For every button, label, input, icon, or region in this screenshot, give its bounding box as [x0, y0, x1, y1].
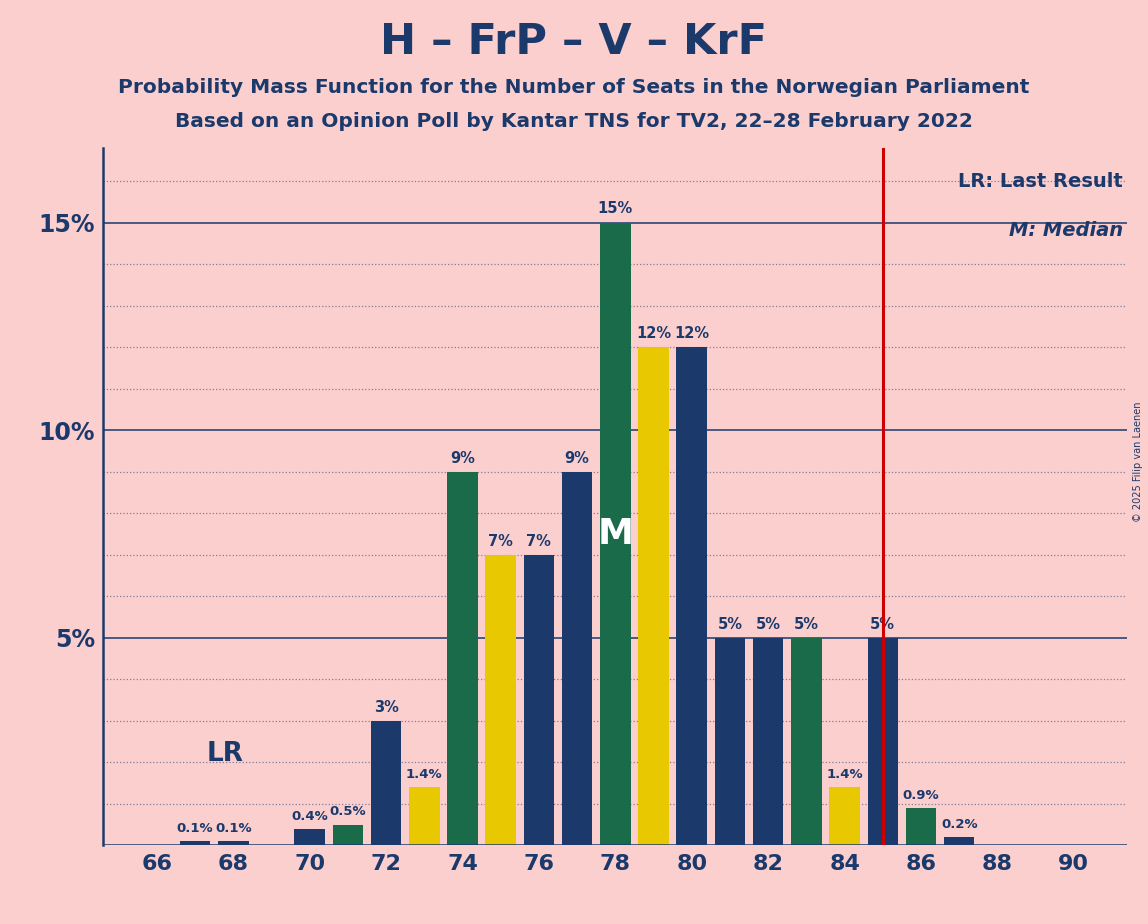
Bar — [791, 638, 822, 845]
Bar — [600, 223, 630, 845]
Bar — [218, 842, 248, 845]
Text: 12%: 12% — [636, 326, 672, 341]
Text: 1.4%: 1.4% — [827, 768, 863, 781]
Text: 9%: 9% — [565, 451, 590, 466]
Text: 5%: 5% — [755, 616, 781, 632]
Text: 7%: 7% — [527, 533, 551, 549]
Text: 0.9%: 0.9% — [902, 789, 939, 802]
Bar — [676, 347, 707, 845]
Text: LR: Last Result: LR: Last Result — [959, 172, 1123, 191]
Text: 7%: 7% — [488, 533, 513, 549]
Bar — [448, 472, 478, 845]
Bar — [333, 825, 363, 845]
Text: 0.5%: 0.5% — [329, 806, 366, 819]
Text: LR: LR — [207, 741, 245, 767]
Text: 0.2%: 0.2% — [941, 818, 978, 831]
Text: 0.1%: 0.1% — [215, 822, 251, 835]
Bar — [868, 638, 898, 845]
Bar — [753, 638, 783, 845]
Bar — [715, 638, 745, 845]
Text: 0.1%: 0.1% — [177, 822, 214, 835]
Text: Based on an Opinion Poll by Kantar TNS for TV2, 22–28 February 2022: Based on an Opinion Poll by Kantar TNS f… — [174, 113, 974, 131]
Text: 0.4%: 0.4% — [292, 809, 328, 822]
Bar — [638, 347, 669, 845]
Text: 12%: 12% — [674, 326, 709, 341]
Text: 5%: 5% — [794, 616, 819, 632]
Bar — [294, 829, 325, 845]
Bar — [906, 808, 937, 845]
Bar — [180, 842, 210, 845]
Text: 3%: 3% — [373, 699, 398, 714]
Bar — [561, 472, 592, 845]
Text: 15%: 15% — [598, 201, 633, 216]
Bar — [409, 787, 440, 845]
Text: 9%: 9% — [450, 451, 475, 466]
Text: 5%: 5% — [718, 616, 743, 632]
Bar — [944, 837, 975, 845]
Bar — [486, 554, 515, 845]
Text: M: Median: M: Median — [1009, 221, 1123, 240]
Text: Probability Mass Function for the Number of Seats in the Norwegian Parliament: Probability Mass Function for the Number… — [118, 79, 1030, 97]
Text: © 2025 Filip van Laenen: © 2025 Filip van Laenen — [1133, 402, 1142, 522]
Text: M: M — [597, 517, 634, 551]
Text: 1.4%: 1.4% — [406, 768, 443, 781]
Text: H – FrP – V – KrF: H – FrP – V – KrF — [380, 20, 768, 63]
Bar — [829, 787, 860, 845]
Bar — [371, 721, 402, 845]
Text: 5%: 5% — [870, 616, 895, 632]
Bar — [523, 554, 554, 845]
